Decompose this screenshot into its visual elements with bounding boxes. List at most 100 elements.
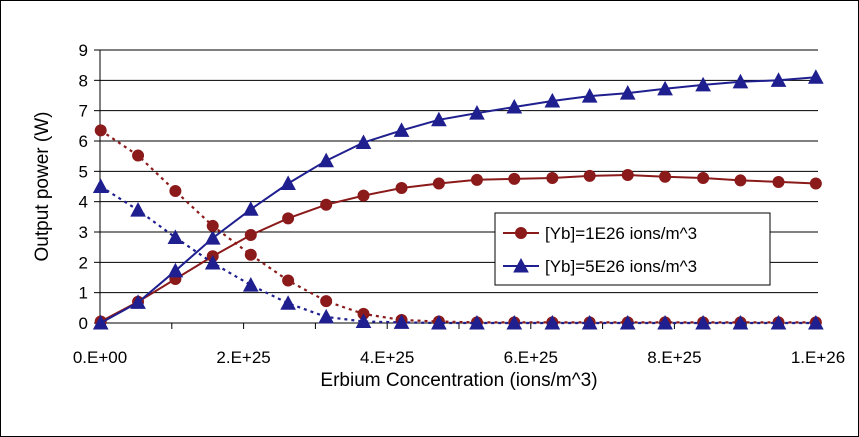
data-point [92,178,109,193]
y-tick-label: 9 [79,41,88,60]
data-point [395,182,408,195]
data-point [772,175,785,188]
data-point [393,314,410,329]
data-point [132,149,145,162]
data-point [355,313,372,328]
x-tick-label: 4.E+25 [360,348,414,367]
data-point [130,202,146,217]
data-point [320,295,333,308]
y-tick-label: 1 [79,284,88,303]
data-point [318,152,335,168]
data-point [506,98,523,114]
series-4 [92,178,824,330]
data-point [92,314,109,330]
data-point [469,314,485,330]
y-tick-label: 4 [79,193,88,212]
data-point [697,172,710,185]
data-point [470,173,483,186]
data-point [657,314,673,330]
data-point [244,248,257,261]
data-point [506,314,523,330]
data-point [355,134,372,150]
series-line [100,129,816,324]
legend-item: [Yb]=1E26 ions/m^3 [503,224,697,243]
data-point [242,201,259,216]
data-point [544,92,561,108]
data-point [318,308,335,324]
data-point [770,314,787,330]
data-point [809,177,822,190]
data-point [167,229,184,244]
legend-box [494,212,771,286]
data-point [619,85,636,100]
data-point [581,314,598,330]
legend: [Yb]=1E26 ions/m^3 [Yb]=5E26 ions/m^3 [494,212,771,286]
gridlines [100,49,818,294]
y-axis-label: Output power (W) [32,112,53,262]
data-point [320,198,333,211]
data-point [621,168,634,181]
data-point [732,73,749,89]
data-point [695,76,711,92]
data-point [431,314,447,330]
y-tick-label: 3 [79,223,88,242]
data-point [357,189,370,202]
data-point [280,175,296,190]
y-tick-label: 5 [79,162,88,181]
data-point [167,262,184,278]
y-tick-label: 7 [79,102,88,121]
x-axis-label: Erbium Concentration (ions/m^3) [320,370,597,391]
legend-marker [513,257,529,273]
series-line [100,185,816,325]
data-series [92,69,824,330]
series-line [100,173,816,323]
legend-label: [Yb]=5E26 ions/m^3 [545,257,697,276]
data-point [94,124,107,137]
data-point [581,88,598,103]
data-point [695,314,711,330]
legend-label: [Yb]=1E26 ions/m^3 [545,224,697,243]
data-point [469,105,485,120]
data-point [544,314,561,330]
data-point [280,295,296,310]
x-tick-label: 2.E+25 [216,348,270,367]
data-point [393,122,410,137]
series-2 [92,69,824,330]
data-point [204,254,221,270]
y-tick-label: 2 [79,253,88,272]
x-tick-label: 1.E+26 [791,348,845,367]
data-point [282,274,295,287]
y-tick-label: 0 [79,314,88,333]
data-point [204,230,221,245]
data-point [206,219,219,232]
data-point [808,69,824,84]
data-point [546,172,559,185]
data-point [619,314,636,330]
data-point [734,174,747,187]
data-point [770,72,787,87]
legend-marker [515,227,527,239]
data-point [169,185,182,198]
legend-item: [Yb]=5E26 ions/m^3 [503,257,697,276]
data-point [808,314,824,330]
data-point [659,170,672,183]
x-tick-label: 0.E+00 [73,348,127,367]
axes [94,49,819,329]
data-point [508,172,521,185]
data-point [432,177,445,190]
x-tick-label: 8.E+25 [647,348,701,367]
data-point [732,314,749,330]
y-tick-label: 8 [79,71,88,90]
data-point [583,169,596,182]
y-tick-label: 6 [79,132,88,151]
data-point [130,294,146,309]
data-point [282,212,295,225]
series-line [100,76,816,324]
data-point [242,277,259,292]
x-tick-label: 6.E+25 [504,348,558,367]
tick-labels: 0 1 2 3 4 5 6 7 8 9 0.E+00 2.E+25 4.E+25 6.E+25 8.E+25… [73,41,845,367]
data-point [657,80,673,96]
data-point [431,111,447,127]
data-point [244,229,257,242]
